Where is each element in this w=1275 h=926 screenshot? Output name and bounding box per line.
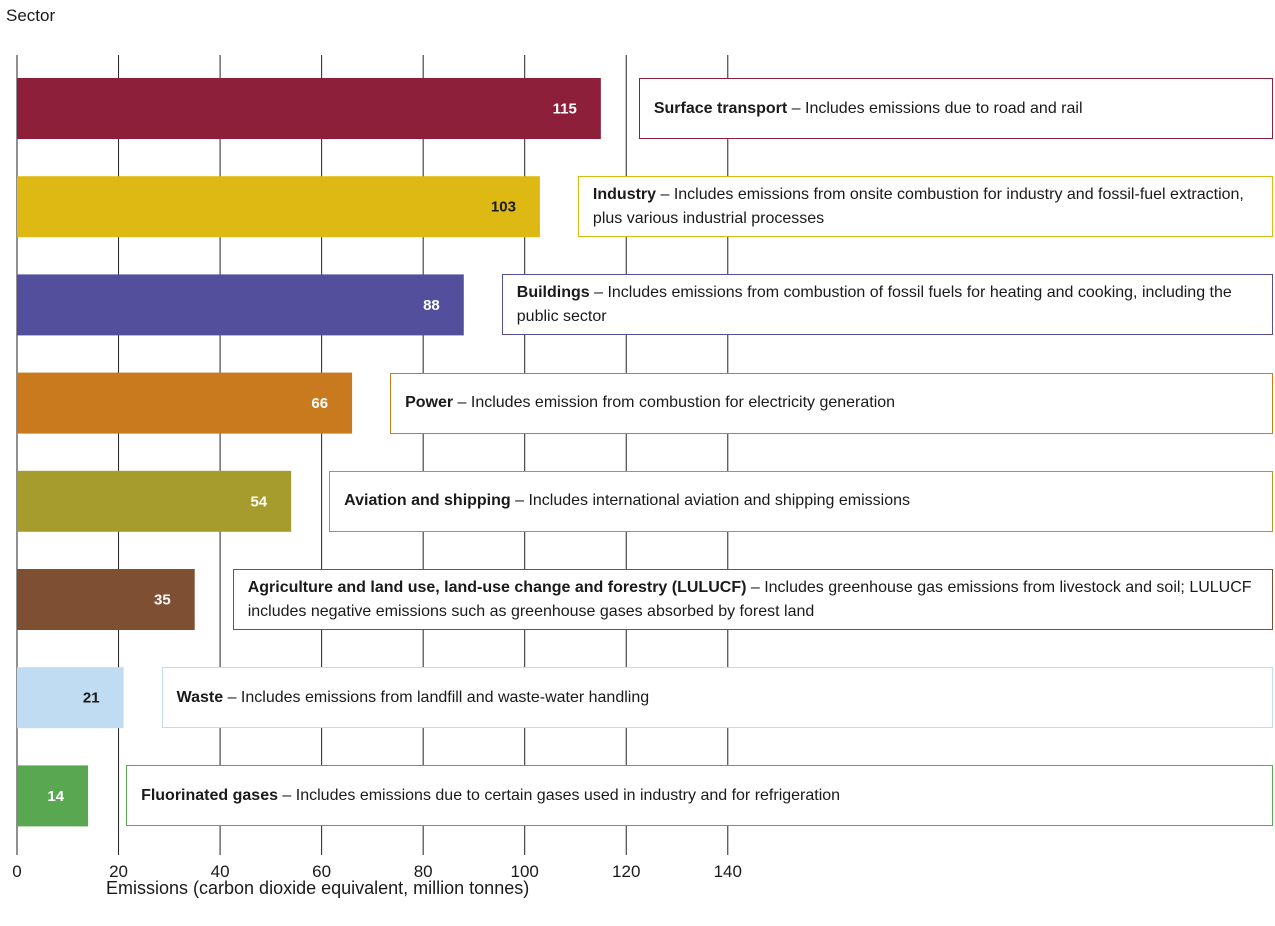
sector-description-box: Agriculture and land use, land-use chang… [232,569,1273,630]
bar-2 [17,176,540,238]
x-axis-title: Emissions (carbon dioxide equivalent, mi… [106,878,530,898]
sector-title: Industry [592,185,657,203]
bar-5 [17,470,292,532]
sector-description-box: Power – Includes emission from combustio… [390,372,1273,434]
sector-title: Agriculture and land use, land-use chang… [247,578,747,596]
x-tick-label: 40 [210,862,230,881]
sector-title: Waste [176,688,224,706]
bar-7 [17,667,124,729]
bar-8 [17,765,89,827]
y-axis-title: Sector [6,6,56,25]
bar-value-label: 115 [553,101,577,118]
bar-value-label: 66 [311,395,328,412]
bar-4 [17,372,353,434]
bars [17,78,601,827]
sector-description: Buildings – Includes emissions from comb… [517,281,1258,329]
sector-description-box: Aviation and shipping – Includes interna… [329,470,1273,532]
bar-value-label: 21 [83,690,100,707]
sector-detail: – Includes emissions from combustion of … [516,283,1232,325]
x-tick-label: 20 [109,862,128,881]
sector-description: Waste – Includes emissions from landfill… [177,686,650,710]
x-tick-label: 140 [713,862,742,881]
gridlines [16,55,729,855]
sector-description: Fluorinated gases – Includes emissions d… [141,784,840,808]
sector-description-box: Buildings – Includes emissions from comb… [501,274,1273,336]
x-tick-label: 60 [312,862,332,881]
bar-value-label: 54 [250,493,267,510]
sector-detail: – Includes emissions due to road and rai… [787,99,1083,117]
x-tick-label: 80 [413,862,433,881]
sector-detail: – Includes emission from combustion for … [453,394,896,412]
x-tick-label: 120 [612,862,641,881]
sector-title: Fluorinated gases [141,786,278,804]
sector-description: Power – Includes emission from combustio… [405,391,895,415]
sector-description-box: Fluorinated gases – Includes emissions d… [126,765,1273,827]
sector-description-box: Waste – Includes emissions from landfill… [161,667,1273,729]
bar-value-label: 103 [491,199,516,216]
bar-1 [17,78,601,139]
sector-detail: – Includes international aviation and sh… [510,492,911,510]
bar-value-label: 14 [47,788,64,805]
sector-title: Buildings [516,283,590,301]
bar-value-labels: 115 103 88 66 54 35 21 14 [47,101,576,805]
bar-value-label: 88 [423,297,440,314]
sector-description: Surface transport – Includes emissions d… [654,97,1083,121]
bar-6 [17,569,195,630]
sector-title: Power [405,394,454,412]
sector-detail: – Includes emissions from onsite combust… [592,185,1244,227]
sector-description-box: Surface transport – Includes emissions d… [638,78,1273,139]
x-tick-label: 100 [510,862,539,881]
bar-3 [17,274,464,336]
sector-detail: – Includes emissions from landfill and w… [223,688,650,706]
sector-title: Surface transport [653,99,788,117]
sector-detail: – Includes emissions due to certain gase… [277,786,841,804]
x-tick-label: 0 [12,862,22,881]
sector-description: Agriculture and land use, land-use chang… [248,576,1258,624]
bar-value-label: 35 [154,592,171,609]
sector-description-box: Industry – Includes emissions from onsit… [577,176,1273,238]
sector-description: Industry – Includes emissions from onsit… [593,183,1258,231]
sector-detail: – Includes greenhouse gas emissions from… [247,578,1252,620]
sector-description: Aviation and shipping – Includes interna… [344,489,910,513]
sector-title: Aviation and shipping [344,492,511,510]
